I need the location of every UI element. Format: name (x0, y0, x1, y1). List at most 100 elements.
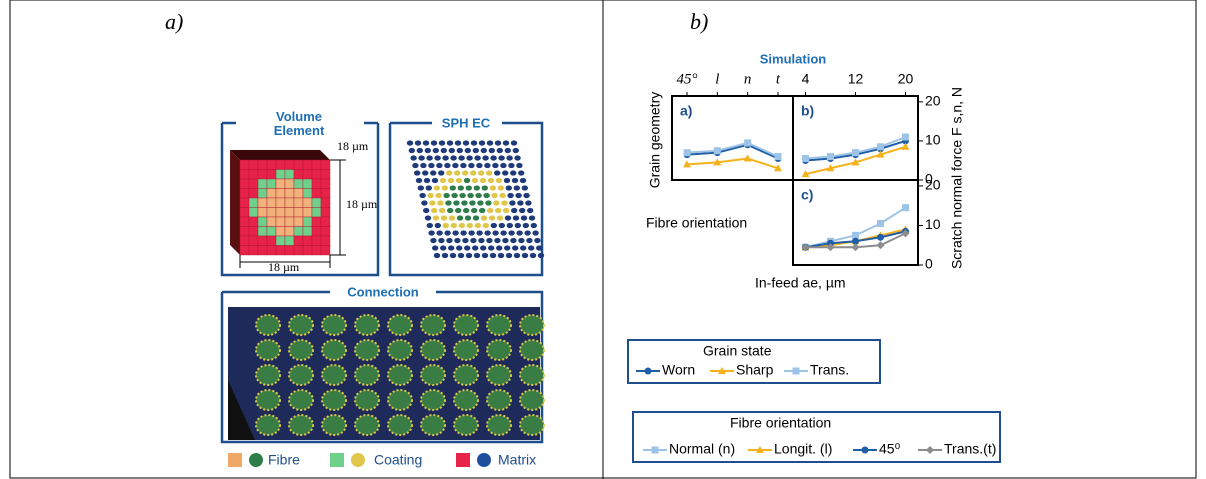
voxel (249, 179, 258, 189)
fibre (355, 340, 379, 360)
voxel (312, 198, 321, 208)
particle (506, 253, 512, 258)
particle (514, 185, 520, 190)
particle (455, 208, 461, 213)
fibre (388, 365, 412, 385)
voxel (303, 217, 312, 227)
particle (473, 215, 479, 220)
particle (531, 223, 537, 228)
particle (445, 200, 451, 205)
particle (422, 170, 428, 175)
point (877, 143, 884, 150)
voxel (294, 198, 303, 208)
voxel (276, 217, 285, 227)
particle (427, 223, 433, 228)
legend-swatch (351, 453, 365, 467)
x-tick-label: 45° (677, 71, 698, 87)
particle (482, 253, 488, 258)
voxel-side (230, 150, 240, 255)
particle (516, 163, 522, 168)
voxel (276, 236, 285, 246)
fibre (454, 315, 478, 335)
particle (450, 185, 456, 190)
particle (518, 238, 524, 243)
particle (511, 208, 517, 213)
fibre (454, 415, 478, 435)
particle (465, 215, 471, 220)
particle (471, 140, 477, 145)
particle (432, 178, 438, 183)
legend-text: Matrix (498, 452, 536, 468)
voxel (240, 170, 249, 180)
voxel (285, 189, 294, 199)
fibre (388, 315, 412, 335)
particle (472, 245, 478, 250)
voxel (312, 189, 321, 199)
voxel (276, 246, 285, 256)
panel-label: c) (801, 187, 813, 203)
fibre (289, 415, 313, 435)
particle (436, 230, 442, 235)
particle (424, 178, 430, 183)
panel-label: b) (690, 9, 708, 34)
voxel (240, 208, 249, 218)
particle (523, 193, 529, 198)
particle (446, 170, 452, 175)
particle (425, 148, 431, 153)
particle (498, 185, 504, 190)
fibre (322, 390, 346, 410)
point (902, 143, 910, 150)
particle (438, 238, 444, 243)
x-tick-label: 4 (802, 71, 810, 87)
particle (512, 178, 518, 183)
point (902, 134, 909, 141)
particle (512, 245, 518, 250)
particle (476, 230, 482, 235)
x-tick-label: t (776, 71, 781, 87)
particle (409, 148, 415, 153)
particle (485, 200, 491, 205)
volume-element-title: Volume Element (262, 110, 336, 138)
fibre (421, 390, 445, 410)
particle (479, 208, 485, 213)
voxel (312, 236, 321, 246)
voxel (267, 217, 276, 227)
particle (442, 155, 448, 160)
particle (475, 193, 481, 198)
particle (443, 193, 449, 198)
row-label: Fibre orientation (646, 215, 747, 231)
voxel (321, 236, 330, 246)
particle (438, 170, 444, 175)
particle (453, 200, 459, 205)
particle (487, 140, 493, 145)
voxel (294, 160, 303, 170)
dim-label: 18 µm (346, 197, 378, 211)
particle (432, 245, 438, 250)
particle (534, 238, 540, 243)
fibre (289, 390, 313, 410)
particle (475, 223, 481, 228)
particle (514, 253, 520, 258)
dim-label: 18 µm (268, 260, 300, 274)
voxel (276, 208, 285, 218)
x-label: In-feed ae, µm (755, 275, 846, 291)
chart-title: Simulation (760, 51, 827, 66)
legend-title: Fibre orientation (730, 415, 831, 431)
particle (490, 185, 496, 190)
voxel (249, 198, 258, 208)
particle (523, 223, 529, 228)
particle (526, 238, 532, 243)
particle (530, 253, 536, 258)
particle (471, 208, 477, 213)
connection-title: Connection (347, 284, 419, 299)
particle (434, 155, 440, 160)
particle (458, 185, 464, 190)
particle (419, 193, 425, 198)
particle (538, 253, 544, 258)
legend-title: Grain state (703, 343, 772, 359)
legend-marker (793, 368, 800, 375)
voxel (249, 189, 258, 199)
particle (536, 245, 542, 250)
point (827, 153, 834, 160)
particle (503, 208, 509, 213)
